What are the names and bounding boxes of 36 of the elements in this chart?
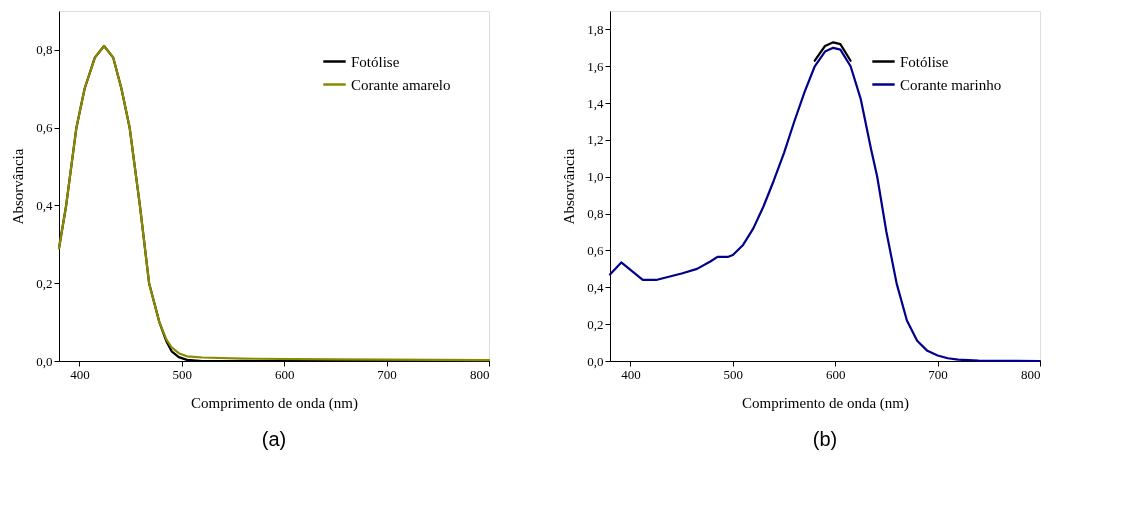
y-tick-label: 1,0 (587, 169, 604, 185)
y-tick-label: 1,2 (587, 132, 604, 148)
y-tick-label: 0,0 (36, 353, 53, 369)
y-axis-title: Absorvância (561, 148, 578, 225)
legend-label: Corante amarelo (351, 76, 451, 93)
x-tick-label: 600 (825, 366, 846, 382)
text: (b) (812, 428, 838, 450)
line-series (813, 41, 852, 62)
y-tick-label: 0,6 (36, 120, 53, 136)
text: (a) (261, 428, 287, 450)
legend-label: Corante marinho (900, 76, 1002, 93)
y-tick-label: 0,2 (587, 316, 604, 332)
x-axis-title: Comprimento de onda (nm) (190, 394, 359, 412)
x-tick-label: 600 (274, 366, 295, 382)
legend-label: Fotólise (351, 53, 400, 70)
x-tick-label: 700 (377, 366, 397, 382)
x-tick-label: 800 (1021, 366, 1041, 382)
x-tick-label: 500 (172, 366, 193, 382)
y-tick-label: 0,2 (36, 275, 53, 291)
y-tick-label: 0,4 (587, 279, 604, 295)
legend-label: Fotólise (900, 53, 949, 70)
x-tick-label: 500 (723, 366, 744, 382)
x-tick-label: 700 (928, 366, 948, 382)
y-tick-label: 0,8 (587, 206, 604, 222)
x-tick-label: 400 (621, 366, 641, 382)
y-axis-title: Absorvância (10, 148, 27, 225)
y-tick-label: 0,6 (587, 242, 604, 258)
y-tick-label: 1,4 (587, 95, 604, 111)
x-tick-label: 400 (70, 366, 90, 382)
y-tick-label: 1,8 (587, 21, 604, 37)
y-tick-label: 0,0 (587, 353, 604, 369)
x-axis-title: Comprimento de onda (nm) (741, 394, 910, 412)
y-tick-label: 0,4 (36, 197, 53, 213)
y-tick-label: 0,8 (36, 42, 53, 58)
x-tick-label: 800 (470, 366, 490, 382)
y-tick-label: 1,6 (587, 58, 604, 74)
